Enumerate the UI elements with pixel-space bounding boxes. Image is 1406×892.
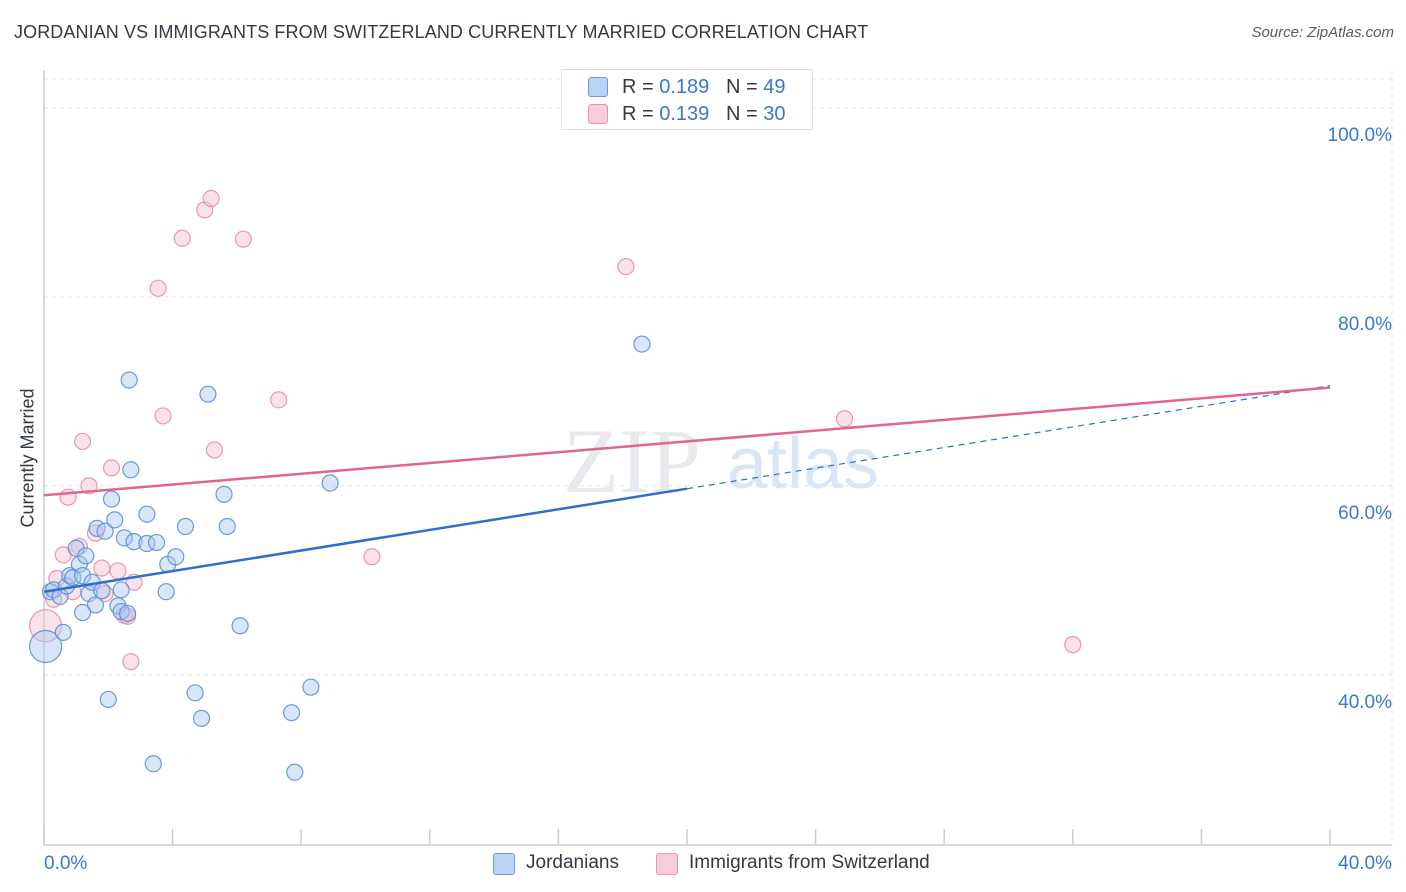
- jordanians-legend-swatch: [493, 853, 515, 875]
- grid-lines: [44, 70, 1393, 845]
- jordanians-point-23: [115, 529, 133, 547]
- jordanians-point-42: [282, 704, 301, 722]
- jordanians-point-26: [122, 461, 140, 479]
- jordanians-swatch: [588, 77, 608, 97]
- jordanians-point-35: [176, 517, 195, 536]
- r-value-swiss: 0.139: [659, 103, 710, 125]
- jordanians-point-14: [86, 596, 105, 614]
- n-label: N =: [725, 76, 764, 98]
- jordanians-point-45: [321, 474, 339, 492]
- points-jordanians: [29, 335, 651, 781]
- jordanians-point-41: [231, 617, 249, 635]
- jordanians-point-48: [73, 603, 92, 622]
- swiss-point-13: [109, 562, 127, 580]
- swiss-legend-swatch: [656, 853, 678, 875]
- x-tick-label-40: 40.0%: [1338, 853, 1392, 874]
- jordanians-point-4: [54, 623, 72, 641]
- tick-labels: 40.0% 60.0% 80.0% 100.0% 0.0% 40.0%: [44, 125, 1392, 874]
- jordanians-point-36: [186, 684, 204, 702]
- jordanians-point-27: [125, 533, 143, 551]
- series-legend: Jordanians Immigrants from Switzerland: [0, 851, 1406, 879]
- swiss-point-27: [617, 257, 635, 276]
- jordanians-point-47: [112, 581, 130, 599]
- n-label: N =: [725, 103, 764, 125]
- y-tick-label-80: 80.0%: [1338, 314, 1392, 335]
- jordanians-point-24: [118, 604, 137, 623]
- jordanians-point-18: [99, 690, 117, 709]
- swiss-point-0: [29, 609, 63, 643]
- swiss-point-7: [73, 432, 92, 451]
- jordanians-point-31: [147, 533, 166, 552]
- jordanians-point-43: [286, 763, 304, 781]
- trend-line-swiss: [43, 386, 1331, 497]
- jordanians-point-44: [302, 678, 320, 696]
- jordanians-point-38: [199, 385, 217, 403]
- jordanians-point-46: [633, 335, 651, 353]
- chart-title: JORDANIAN VS IMMIGRANTS FROM SWITZERLAND…: [14, 22, 869, 42]
- swiss-swatch: [588, 104, 608, 124]
- jordanians-point-32: [157, 583, 175, 601]
- jordanians-point-34: [167, 548, 185, 566]
- swiss-point-23: [205, 441, 223, 459]
- n-value-jordanians: 49: [763, 76, 786, 98]
- swiss-point-18: [149, 279, 167, 297]
- jordanians-point-19: [102, 490, 121, 508]
- jordanians-point-30: [144, 755, 162, 773]
- swiss-point-25: [270, 391, 288, 409]
- legend-label-swiss: Immigrants from Switzerland: [689, 852, 930, 873]
- stats-legend: R = 0.189 N = 49 R = 0.139 N = 30: [561, 69, 813, 130]
- legend-label-jordanians: Jordanians: [526, 852, 619, 873]
- jordanians-point-0: [29, 629, 63, 664]
- y-tick-label-40: 40.0%: [1338, 692, 1392, 713]
- swiss-point-28: [835, 410, 854, 428]
- jordanians-point-39: [215, 485, 233, 503]
- jordanians-point-20: [106, 511, 124, 529]
- jordanians-point-37: [192, 709, 211, 727]
- jordanians-point-25: [120, 371, 138, 389]
- y-tick-label-60: 60.0%: [1338, 503, 1392, 524]
- swiss-point-19: [154, 407, 172, 425]
- jordanians-point-22: [112, 602, 130, 621]
- swiss-point-20: [173, 229, 191, 247]
- swiss-point-26: [363, 548, 381, 566]
- swiss-point-10: [93, 559, 111, 577]
- y-tick-label-100: 100.0%: [1328, 125, 1393, 146]
- r-label: R =: [622, 76, 660, 98]
- r-value-jordanians: 0.189: [659, 76, 710, 98]
- trend-line-jordanians-extension: [686, 385, 1331, 490]
- jordanians-point-28: [138, 505, 156, 523]
- watermark-zip: ZIP: [563, 410, 701, 512]
- swiss-point-8: [80, 477, 98, 495]
- swiss-point-16: [122, 653, 140, 671]
- jordanians-point-9: [70, 555, 88, 573]
- watermark: ZIP atlas: [563, 410, 879, 512]
- swiss-point-22: [202, 189, 220, 208]
- jordanians-point-40: [218, 517, 236, 536]
- swiss-point-29: [1064, 636, 1082, 654]
- x-tick-label-0: 0.0%: [44, 853, 87, 874]
- jordanians-point-10: [73, 567, 92, 585]
- r-label: R =: [622, 103, 660, 125]
- n-value-swiss: 30: [763, 103, 786, 125]
- watermark-atlas: atlas: [727, 424, 879, 504]
- swiss-point-24: [234, 230, 252, 248]
- source-label: Source: ZipAtlas.com: [1251, 24, 1394, 41]
- trend-lines: [43, 385, 1331, 593]
- points-immigrants-from-switzerland: [29, 189, 1082, 671]
- trend-line-jordanians: [43, 487, 688, 593]
- jordanians-point-16: [93, 582, 111, 600]
- axes: [43, 70, 1392, 846]
- jordanians-point-11: [77, 547, 95, 565]
- swiss-point-12: [102, 459, 121, 477]
- jordanians-point-17: [96, 522, 114, 540]
